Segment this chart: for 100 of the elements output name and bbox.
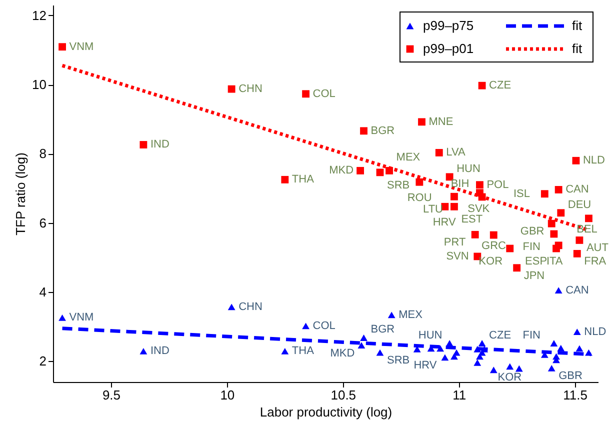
point: [513, 264, 521, 272]
annotation: PRT: [444, 236, 466, 249]
point: [540, 190, 548, 198]
annotation: COL: [312, 88, 336, 100]
x-tick-label: 10: [220, 388, 235, 402]
point: [140, 348, 148, 354]
annotation: BIH: [450, 178, 470, 190]
y-tick-label: 2: [39, 354, 46, 369]
annotation: SRB: [387, 354, 410, 367]
annotation: HRV: [432, 216, 457, 229]
point: [572, 156, 580, 164]
annotation: ROU: [407, 192, 432, 204]
annotation: ITA: [546, 255, 564, 268]
annotation: JPN: [524, 270, 545, 282]
annotation: BGR: [370, 324, 395, 336]
x-axis-title: Labor productivity (log): [260, 404, 392, 420]
point: [490, 231, 498, 239]
x-tick-label: 11.5: [563, 388, 588, 402]
point: [550, 230, 558, 238]
annotation: CHN: [238, 300, 262, 313]
point: [356, 166, 364, 174]
point: [376, 349, 384, 356]
legend-label: fit: [572, 18, 582, 33]
annotation: NLD: [582, 154, 606, 167]
annotation: THA: [292, 345, 315, 358]
annotation: GBR: [558, 370, 583, 382]
point: [450, 202, 458, 210]
annotation: VNM: [69, 40, 94, 53]
point: [58, 314, 66, 321]
point: [548, 220, 556, 228]
annotation: CZE: [489, 329, 512, 342]
point: [281, 176, 289, 184]
point: [376, 168, 384, 176]
annotation: FIN: [522, 329, 541, 342]
point: [476, 181, 484, 189]
point: [441, 354, 449, 361]
point: [228, 304, 236, 310]
annotation: CZE: [489, 80, 512, 92]
point: [554, 186, 562, 194]
point: [58, 43, 66, 51]
point: [490, 366, 498, 374]
point: [576, 345, 584, 352]
point: [360, 334, 368, 341]
annotation: FRA: [584, 256, 607, 268]
point: [552, 244, 560, 252]
point: [435, 148, 443, 156]
annotation: IND: [150, 345, 170, 358]
annotation: SVN: [446, 250, 469, 262]
annotation: MKD: [329, 164, 354, 177]
point: [418, 118, 426, 126]
annotation: KOR: [478, 255, 503, 268]
point: [281, 348, 289, 354]
annotation: THA: [292, 174, 315, 186]
point: [573, 250, 581, 258]
point: [573, 328, 581, 336]
annotation: ESP: [525, 255, 548, 268]
x-tick-label: 9.5: [102, 388, 121, 402]
point: [416, 178, 424, 186]
annotation: LVA: [446, 146, 466, 159]
y-tick-label: 10: [32, 77, 46, 92]
point: [452, 349, 460, 356]
point: [548, 364, 556, 372]
y-tick-label: 8: [39, 146, 46, 162]
point: [446, 173, 454, 181]
point: [506, 244, 514, 252]
annotation: CHN: [238, 83, 262, 96]
annotation: BGR: [370, 124, 395, 137]
legend-label: fit: [572, 41, 582, 56]
annotation: GRC: [482, 240, 506, 252]
y-tick-label: 6: [39, 215, 46, 230]
annotation: IND: [150, 138, 170, 151]
y-tick-label: 4: [39, 284, 46, 300]
y-tick-label: 12: [32, 8, 46, 23]
point: [478, 82, 486, 90]
point: [506, 363, 514, 370]
legend-label: p99–p01: [423, 41, 474, 56]
annotation: EST: [461, 214, 483, 226]
point: [554, 287, 562, 294]
annotation: HUN: [456, 162, 480, 175]
point: [302, 90, 310, 98]
point: [471, 230, 479, 238]
point: [302, 322, 310, 330]
annotation: MEX: [398, 308, 424, 321]
annotation: CAN: [566, 184, 589, 196]
x-tick-label: 11: [452, 388, 466, 402]
annotation: DEU: [568, 198, 592, 211]
annotation: POL: [486, 178, 509, 191]
x-tick-label: 10.5: [330, 388, 356, 402]
annotation: HRV: [414, 359, 438, 372]
annotation: MEX: [396, 152, 421, 164]
y-axis-title: TFP ratio (log): [13, 152, 28, 236]
annotation: COL: [312, 320, 336, 332]
annotation: CAN: [566, 284, 589, 296]
point: [140, 141, 148, 148]
annotation: MNE: [428, 116, 454, 128]
annotation: BEL: [576, 223, 598, 236]
annotation: GBR: [520, 226, 544, 238]
annotation: NLD: [584, 326, 606, 338]
point: [358, 342, 366, 349]
point: [360, 127, 368, 135]
